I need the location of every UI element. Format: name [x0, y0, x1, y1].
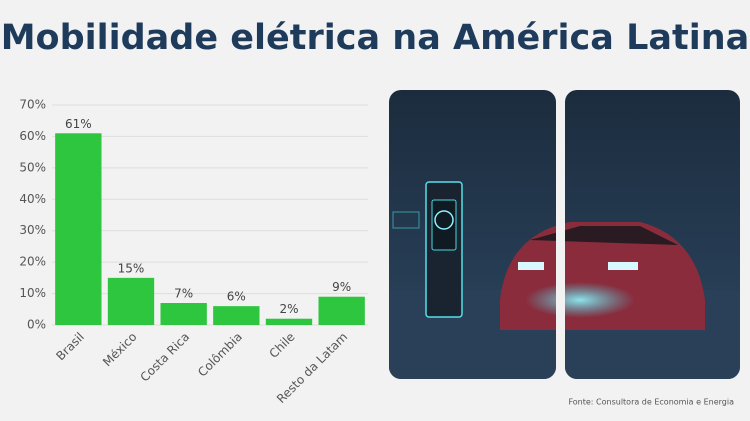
- x-tick-label: Costa Rica: [137, 330, 192, 385]
- value-label: 2%: [279, 302, 298, 316]
- y-tick-label: 60%: [19, 129, 46, 143]
- x-tick-label: Colômbia: [195, 330, 245, 380]
- y-tick-label: 30%: [19, 223, 46, 237]
- value-label: 61%: [65, 117, 92, 131]
- chart-title: Mobilidade elétrica na América Latina: [1, 18, 750, 58]
- value-label: 9%: [332, 280, 351, 294]
- y-tick-label: 70%: [19, 98, 46, 112]
- bar: [160, 303, 207, 325]
- bar: [213, 306, 260, 325]
- bar: [265, 318, 313, 325]
- x-tick-label: Chile: [266, 330, 297, 361]
- value-label: 6%: [227, 290, 246, 304]
- y-tick-label: 40%: [19, 192, 46, 206]
- x-tick-label: México: [100, 330, 140, 370]
- source-note: Fonte: Consultora de Economia e Energia: [568, 398, 734, 407]
- y-tick-label: 20%: [19, 255, 46, 269]
- y-tick-label: 0%: [27, 318, 46, 332]
- y-tick-label: 10%: [19, 286, 46, 300]
- y-tick-label: 50%: [19, 160, 46, 174]
- bar: [107, 277, 155, 325]
- bar: [318, 296, 365, 325]
- x-tick-label: Brasil: [53, 330, 87, 364]
- value-label: 15%: [118, 261, 145, 275]
- value-label: 7%: [174, 287, 193, 301]
- bar: [55, 133, 102, 325]
